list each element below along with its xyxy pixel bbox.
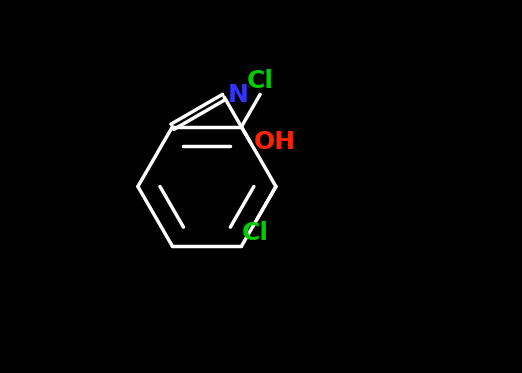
Text: Cl: Cl [246, 69, 274, 93]
Text: Cl: Cl [242, 221, 269, 245]
Text: OH: OH [254, 130, 296, 154]
Text: N: N [228, 83, 248, 107]
